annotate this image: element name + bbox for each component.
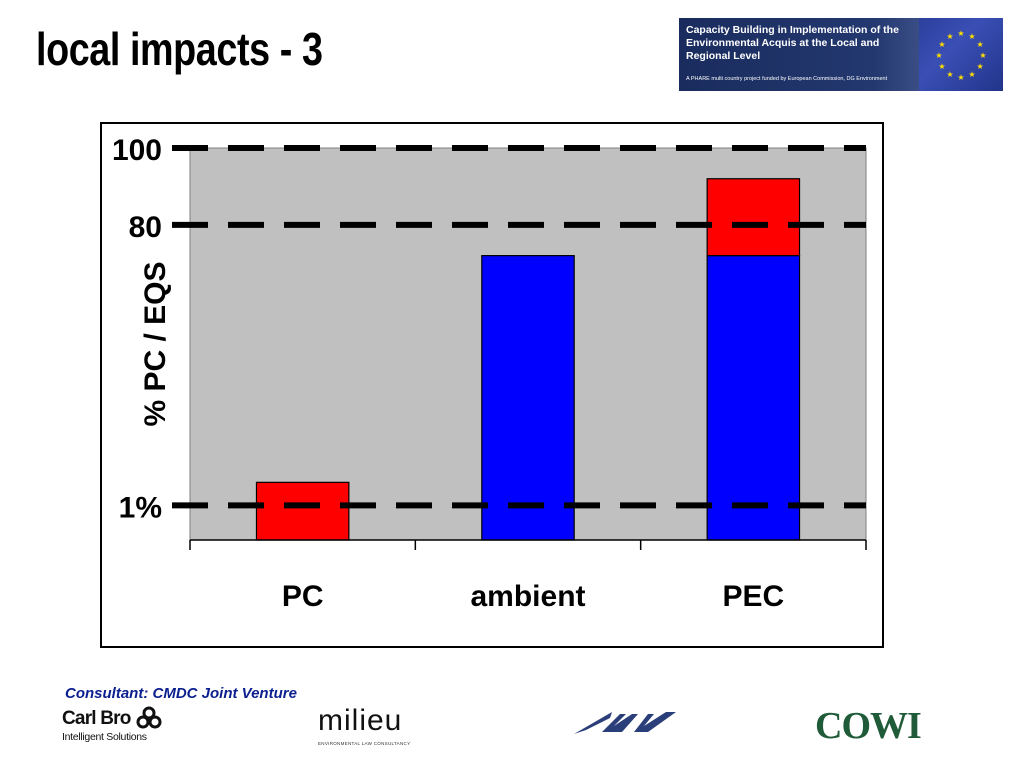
- eu-star-icon: ★: [979, 51, 986, 60]
- eu-star-icon: ★: [938, 62, 945, 71]
- eu-star-icon: ★: [968, 70, 975, 79]
- carlbro-logo: Carl Bro Intelligent Solutions: [62, 706, 162, 748]
- x-tick-label: ambient: [470, 580, 585, 613]
- reference-line-label: 100: [112, 134, 162, 167]
- y-axis-label: % PC / EQS: [139, 261, 172, 426]
- eu-star-icon: ★: [946, 70, 953, 79]
- cowi-logo-name: COWI: [815, 705, 922, 747]
- reference-line-label: 1%: [119, 491, 162, 524]
- carlbro-logo-name: Carl Bro: [62, 708, 131, 729]
- eu-star-icon: ★: [957, 29, 964, 38]
- x-tick-label: PEC: [722, 580, 784, 613]
- eu-star-icon: ★: [976, 40, 983, 49]
- eu-star-icon: ★: [968, 32, 975, 41]
- bar-pec: [706, 255, 801, 541]
- eu-star-icon: ★: [976, 62, 983, 71]
- banner-subtitle: A PHARE multi country project funded by …: [686, 76, 888, 82]
- dhv-logo: [572, 708, 680, 738]
- x-tick-label: PC: [282, 580, 324, 613]
- cowi-logo: COWI: [815, 706, 925, 748]
- chart-frame: PC ambient PEC 100 80 1% % PC / EQS: [100, 122, 884, 648]
- reference-line-label: 80: [129, 211, 162, 244]
- slide-title: local impacts - 3: [36, 23, 323, 75]
- bar-pc: [255, 481, 350, 541]
- bar-chart: PC ambient PEC 100 80 1% % PC / EQS: [112, 134, 867, 613]
- bar-pec: [706, 178, 801, 257]
- eu-star-icon: ★: [935, 51, 942, 60]
- bar-ambient: [481, 255, 575, 541]
- eu-star-icon: ★: [938, 40, 945, 49]
- consultant-credit: Consultant: CMDC Joint Venture: [65, 685, 297, 702]
- eu-star-icon: ★: [946, 32, 953, 41]
- milieu-logo-tagline: ENVIRONMENTAL LAW CONSULTANCY: [318, 741, 411, 746]
- dhv-logo-icon: [574, 712, 676, 734]
- carlbro-logo-tagline: Intelligent Solutions: [62, 731, 147, 743]
- milieu-logo-name: milieu: [318, 704, 403, 737]
- eu-flag-icon: ★ ★ ★ ★ ★ ★ ★ ★ ★ ★ ★ ★: [919, 18, 1003, 91]
- project-banner: Capacity Building in Implementation of t…: [679, 18, 1003, 91]
- eu-star-icon: ★: [957, 73, 964, 82]
- banner-title: Capacity Building in Implementation of t…: [686, 24, 899, 62]
- milieu-logo: milieu ENVIRONMENTAL LAW CONSULTANCY: [318, 706, 413, 748]
- carlbro-mark-icon: [136, 706, 162, 729]
